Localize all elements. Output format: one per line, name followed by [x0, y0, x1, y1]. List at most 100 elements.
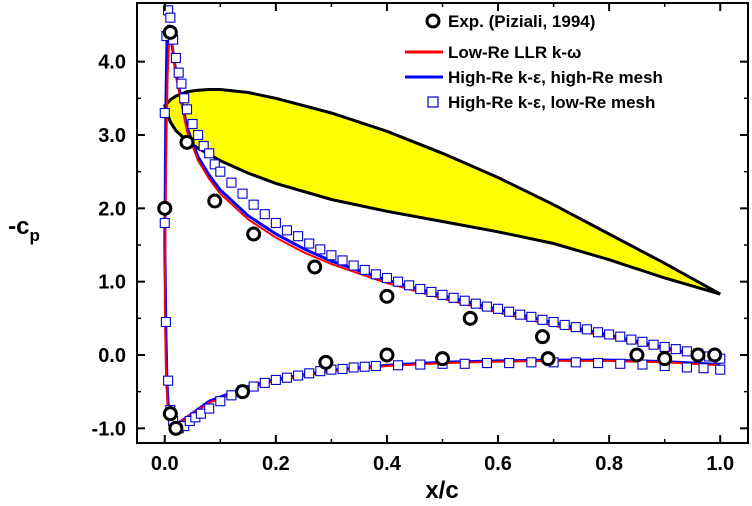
- data-point-low-re-mesh: [570, 357, 581, 368]
- y-tick-label: 1.0: [98, 272, 126, 294]
- data-point-exp: [179, 134, 195, 150]
- data-point-low-re-mesh: [415, 283, 426, 295]
- legend-label-high-re-mesh: High-Re k-ε, high-Re mesh: [448, 68, 663, 87]
- data-point-low-re-mesh: [337, 255, 348, 266]
- data-point-low-re-mesh: [181, 104, 193, 115]
- data-point-low-re-mesh: [426, 286, 437, 297]
- data-point-exp: [690, 347, 706, 363]
- data-point-exp: [235, 384, 251, 400]
- data-point-low-re-mesh: [176, 78, 187, 89]
- y-tick-label: 0.0: [98, 345, 126, 367]
- data-point-low-re-mesh: [159, 217, 170, 229]
- data-point-low-re-mesh: [198, 140, 209, 152]
- x-tick-label: 0.4: [373, 453, 402, 475]
- data-point-low-re-mesh: [195, 408, 206, 419]
- y-axis-title-subscript: p: [29, 226, 39, 245]
- data-point-low-re-mesh: [359, 361, 370, 372]
- data-point-low-re-mesh: [204, 148, 215, 159]
- y-tick-label: -1.0: [92, 418, 126, 440]
- data-point-low-re-mesh: [281, 372, 293, 383]
- data-point-exp: [318, 354, 334, 370]
- data-point-low-re-mesh: [326, 250, 337, 261]
- data-point-low-re-mesh: [193, 129, 204, 141]
- data-point-low-re-mesh: [604, 329, 615, 340]
- data-point-low-re-mesh: [515, 309, 526, 320]
- data-point-low-re-mesh: [459, 295, 470, 306]
- data-point-exp: [207, 193, 223, 209]
- x-axis-title: x/c: [425, 477, 458, 504]
- airfoil-layer: [163, 88, 721, 296]
- airfoil-shape: [163, 88, 721, 296]
- data-point-low-re-mesh: [526, 357, 537, 368]
- data-point-low-re-mesh: [304, 368, 315, 379]
- x-tick-label: 0.8: [595, 453, 623, 475]
- legend: Exp. (Piziali, 1994) Low-Re LLR k-ω High…: [405, 12, 663, 112]
- axis-ticks: 0.0 0.2 0.4 0.6 0.8 1.0 -1.0 0.0 1.0 2.0 3.0 4.0: [92, 3, 748, 475]
- data-point-low-re-mesh: [337, 363, 348, 374]
- data-point-low-re-mesh: [393, 276, 404, 287]
- data-point-exp: [657, 351, 673, 367]
- data-point-low-re-mesh: [170, 52, 181, 64]
- data-point-low-re-mesh: [637, 336, 648, 347]
- data-point-low-re-mesh: [570, 322, 581, 333]
- data-point-low-re-mesh: [359, 264, 370, 275]
- data-point-low-re-mesh: [698, 363, 709, 374]
- legend-label-exp: Exp. (Piziali, 1994): [448, 12, 595, 31]
- data-point-low-re-mesh: [179, 93, 190, 104]
- data-point-low-re-mesh: [548, 316, 559, 328]
- data-point-exp: [162, 406, 178, 422]
- data-point-low-re-mesh: [248, 381, 259, 392]
- data-point-low-re-mesh: [370, 360, 381, 372]
- data-point-low-re-mesh: [626, 334, 637, 345]
- data-point-low-re-mesh: [248, 199, 259, 210]
- data-point-low-re-mesh: [348, 362, 359, 373]
- data-point-low-re-mesh: [592, 358, 604, 369]
- data-point-exp: [157, 200, 173, 216]
- x-tick-label: 0.0: [151, 453, 179, 475]
- x-tick-label: 1.0: [706, 453, 734, 475]
- data-point-low-re-mesh: [492, 303, 504, 314]
- legend-marker-exp: [425, 13, 441, 29]
- data-point-low-re-mesh: [526, 311, 537, 322]
- data-point-low-re-mesh: [281, 225, 293, 236]
- data-point-exp: [162, 24, 178, 40]
- data-point-low-re-mesh: [348, 260, 359, 271]
- data-point-low-re-mesh: [470, 298, 481, 309]
- data-point-low-re-mesh: [504, 306, 515, 317]
- x-tick-label: 0.6: [484, 453, 512, 475]
- data-point-exp: [379, 288, 395, 304]
- data-point-low-re-mesh: [559, 319, 570, 330]
- y-tick-label: 3.0: [98, 125, 126, 147]
- data-point-low-re-mesh: [163, 375, 174, 386]
- data-point-low-re-mesh: [670, 344, 681, 355]
- data-point-exp: [707, 347, 723, 363]
- series-marker-layer: [157, 5, 726, 436]
- data-point-exp: [246, 226, 262, 242]
- y-tick-label: 2.0: [98, 198, 126, 220]
- data-point-low-re-mesh: [270, 217, 281, 229]
- data-point-low-re-mesh: [615, 331, 626, 342]
- data-point-low-re-mesh: [459, 358, 470, 369]
- data-point-exp: [540, 351, 556, 367]
- data-point-exp: [435, 351, 450, 367]
- data-point-low-re-mesh: [204, 403, 215, 414]
- data-point-low-re-mesh: [415, 359, 426, 370]
- data-point-low-re-mesh: [659, 341, 670, 352]
- data-point-exp: [379, 347, 395, 363]
- data-point-low-re-mesh: [370, 269, 381, 280]
- data-point-low-re-mesh: [293, 231, 304, 242]
- data-point-low-re-mesh: [481, 358, 492, 369]
- data-point-low-re-mesh: [226, 390, 237, 401]
- data-point-low-re-mesh: [315, 244, 326, 255]
- data-point-exp: [168, 420, 184, 436]
- data-point-low-re-mesh: [259, 209, 270, 220]
- data-point-exp: [462, 310, 478, 326]
- data-point-low-re-mesh: [393, 360, 404, 371]
- data-point-low-re-mesh: [715, 364, 726, 375]
- y-axis-title: -cp: [8, 213, 40, 245]
- data-point-low-re-mesh: [504, 358, 515, 369]
- legend-label-low-re-llr: Low-Re LLR k-ω: [448, 43, 581, 62]
- data-point-exp: [534, 329, 550, 345]
- x-tick-label: 0.2: [262, 453, 290, 475]
